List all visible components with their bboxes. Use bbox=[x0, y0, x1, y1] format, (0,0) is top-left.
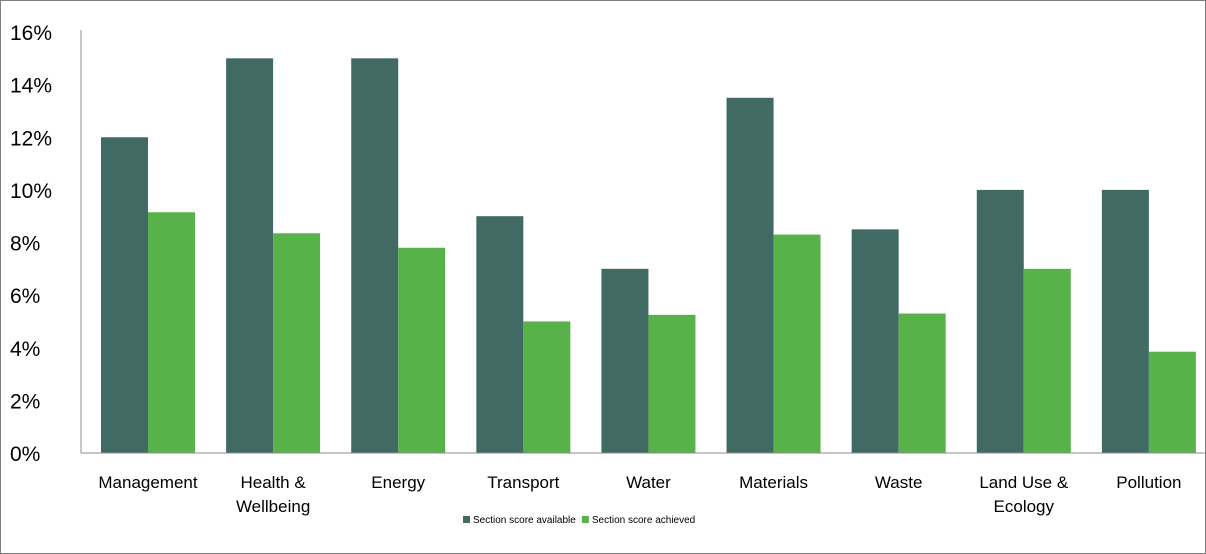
x-axis: Management Health & Wellbeing Energy Transpo… bbox=[81, 452, 1205, 516]
x-category-label: Materials bbox=[739, 473, 808, 492]
y-tick-label: 4% bbox=[10, 338, 40, 361]
bar-achieved bbox=[648, 314, 696, 453]
bar-available bbox=[1101, 189, 1149, 453]
y-tick-label: 8% bbox=[10, 233, 40, 256]
x-category-label: Pollution bbox=[1116, 473, 1181, 492]
bar-available bbox=[351, 58, 399, 453]
x-category-label: Transport bbox=[487, 473, 559, 492]
bar-achieved bbox=[148, 212, 195, 453]
legend-label: Section score achieved bbox=[592, 515, 695, 526]
bars bbox=[101, 58, 1196, 453]
x-category-label: Energy bbox=[371, 473, 425, 492]
bar-achieved bbox=[398, 247, 446, 453]
x-category-label: Land Use & Ecology bbox=[979, 473, 1068, 516]
x-category-label: Waste bbox=[875, 473, 923, 492]
bar-available bbox=[476, 216, 524, 453]
bar-achieved bbox=[898, 313, 946, 453]
bar-achieved bbox=[773, 234, 821, 453]
bar-achieved bbox=[1148, 351, 1196, 453]
bar-achieved bbox=[1023, 268, 1071, 453]
y-tick-label: 10% bbox=[10, 180, 52, 203]
x-category-label: Water bbox=[626, 473, 671, 492]
y-tick-label: 14% bbox=[10, 75, 52, 98]
bar-available bbox=[101, 137, 148, 453]
y-tick-label: 6% bbox=[10, 285, 40, 308]
bar-achieved bbox=[523, 321, 571, 453]
legend-swatch bbox=[581, 516, 589, 523]
bar-available bbox=[601, 268, 649, 453]
bar-available bbox=[851, 229, 899, 453]
legend-swatch bbox=[463, 516, 470, 523]
bar-available bbox=[226, 58, 274, 453]
x-category-label: Management bbox=[98, 473, 198, 492]
y-tick-label: 0% bbox=[10, 443, 40, 466]
legend-label: Section score available bbox=[473, 515, 576, 526]
y-tick-label: 12% bbox=[10, 127, 52, 150]
y-tick-label: 2% bbox=[10, 390, 40, 413]
legend: Section score available Section score ach… bbox=[463, 515, 695, 526]
y-axis: 0% 2% 4% 6% 8% 10% 12% 14% 16% bbox=[10, 22, 82, 466]
x-category-label: Health & Wellbeing bbox=[236, 473, 310, 516]
bar-available bbox=[976, 189, 1024, 453]
bar-achieved bbox=[273, 233, 321, 453]
bar-available bbox=[726, 97, 774, 453]
y-tick-label: 16% bbox=[10, 22, 52, 45]
